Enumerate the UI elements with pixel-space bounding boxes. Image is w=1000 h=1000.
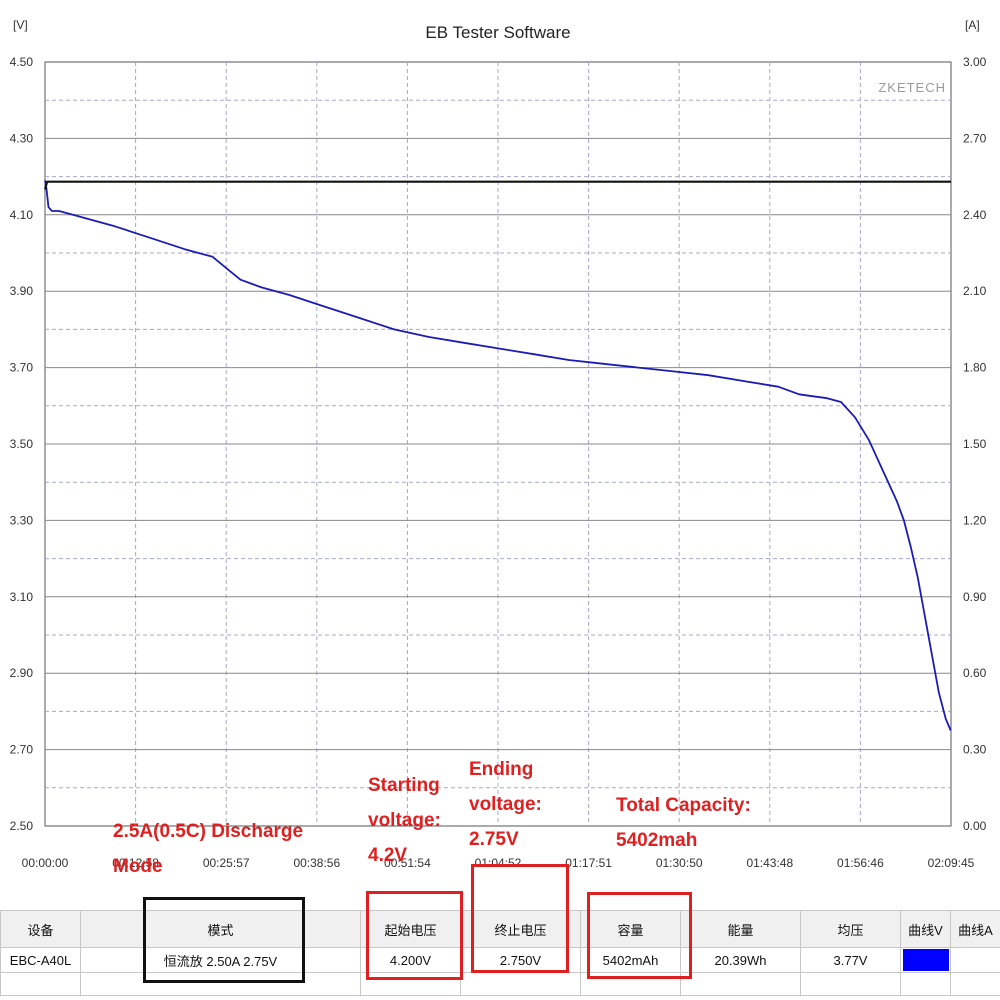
y-left-tick-label: 3.90 [10,284,34,298]
discharge-chart: [V] [A] EB Tester Software 4.50 4.30 4.10 3… [10,18,987,870]
x-tick-label: 01:56:46 [837,856,884,870]
empty-cell [950,972,1000,996]
header-start-voltage: 起始电压 [360,910,461,948]
cell-curve-a[interactable] [950,947,1000,973]
y-right-tick-label: 0.60 [963,666,987,680]
y-left-tick-label: 2.50 [10,819,34,833]
table-row[interactable]: EBC-A40L 恒流放 2.50A 2.75V 4.200V 2.750V 5… [0,947,1000,973]
chart-title: EB Tester Software [425,23,570,42]
x-tick-label: 02:09:45 [928,856,975,870]
y-left-tick-label: 3.10 [10,590,34,604]
header-curve-a[interactable]: 曲线A [950,910,1000,948]
header-energy: 能量 [680,910,801,948]
table-row [0,972,1000,996]
y-right-tick-label: 0.90 [963,590,987,604]
current-series-line [43,180,951,190]
x-ticks: 00:00:00 00:12:58 00:25:57 00:38:56 00:51:54… [22,856,975,870]
cell-device: EBC-A40L [0,947,81,973]
curve-v-color-swatch[interactable] [902,949,949,971]
y-right-tick-label: 2.40 [963,208,987,222]
cell-avg-voltage: 3.77V [800,947,901,973]
y-left-unit: [V] [13,18,28,32]
cell-mode: 恒流放 2.50A 2.75V [80,947,361,973]
cell-start-voltage: 4.200V [360,947,461,973]
annotation-capacity: Total Capacity: 5402mah [616,795,751,851]
empty-cell [0,972,81,996]
empty-cell [800,972,901,996]
y-right-tick-label: 2.10 [963,284,987,298]
y-right-unit: [A] [965,18,980,32]
annotation-end-voltage: Ending voltage: 2.75V [469,759,542,850]
y-left-tick-label: 3.70 [10,361,34,375]
header-avg-voltage: 均压 [800,910,901,948]
cell-curve-v[interactable] [900,947,951,973]
header-device: 设备 [0,910,81,948]
y-left-tick-label: 4.30 [10,131,34,145]
header-capacity: 容量 [580,910,681,948]
y-left-tick-label: 2.90 [10,666,34,680]
x-tick-label: 00:12:58 [112,856,159,870]
header-curve-v[interactable]: 曲线V [900,910,951,948]
y-right-tick-label: 1.50 [963,437,987,451]
x-tick-label: 01:43:48 [746,856,793,870]
highlight-box-start-voltage [366,891,463,980]
y-right-tick-label: 3.00 [963,55,987,69]
y-left-tick-label: 4.10 [10,208,34,222]
highlight-box-capacity [587,892,692,979]
table-header-row: 设备 模式 起始电压 终止电压 容量 能量 均压 曲线V 曲线A [0,910,1000,948]
x-tick-label: 00:00:00 [22,856,69,870]
summary-table: 设备 模式 起始电压 终止电压 容量 能量 均压 曲线V 曲线A EBC-A40… [0,910,1000,996]
y-right-tick-label: 2.70 [963,131,987,145]
y-left-tick-label: 3.50 [10,437,34,451]
annotation-start-voltage: Starting voltage: 4.2V [368,775,441,866]
cell-end-voltage: 2.750V [460,947,581,973]
y-left-tick-label: 2.70 [10,743,34,757]
empty-cell [80,972,361,996]
highlight-box-mode [143,897,305,983]
x-tick-label: 00:25:57 [203,856,250,870]
highlight-box-end-voltage [471,864,569,973]
empty-cell [680,972,801,996]
cell-energy: 20.39Wh [680,947,801,973]
y-right-tick-label: 1.80 [963,361,987,375]
x-tick-label: 01:17:51 [565,856,612,870]
y-right-tick-label: 0.00 [963,819,987,833]
empty-cell [460,972,581,996]
y-left-ticks: 4.50 4.30 4.10 3.90 3.70 3.50 3.30 3.10 2.90 2.70… [10,55,34,833]
y-right-tick-label: 1.20 [963,513,987,527]
y-right-tick-label: 0.30 [963,743,987,757]
empty-cell [900,972,951,996]
y-right-ticks: 3.00 2.70 2.40 2.10 1.80 1.50 1.20 0.90 0.60 0.30… [963,55,987,833]
x-tick-label: 00:51:54 [384,856,431,870]
header-end-voltage: 终止电压 [460,910,581,948]
voltage-series-line [44,180,952,731]
watermark: ZKETECH [878,80,946,95]
header-mode: 模式 [80,910,361,948]
series-layer [43,180,952,731]
annotation-mode: 2.5A(0.5C) Discharge Mode [113,821,304,877]
x-tick-label: 01:30:50 [656,856,703,870]
x-tick-label: 00:38:56 [293,856,340,870]
y-left-tick-label: 3.30 [10,513,34,527]
y-left-tick-label: 4.50 [10,55,34,69]
